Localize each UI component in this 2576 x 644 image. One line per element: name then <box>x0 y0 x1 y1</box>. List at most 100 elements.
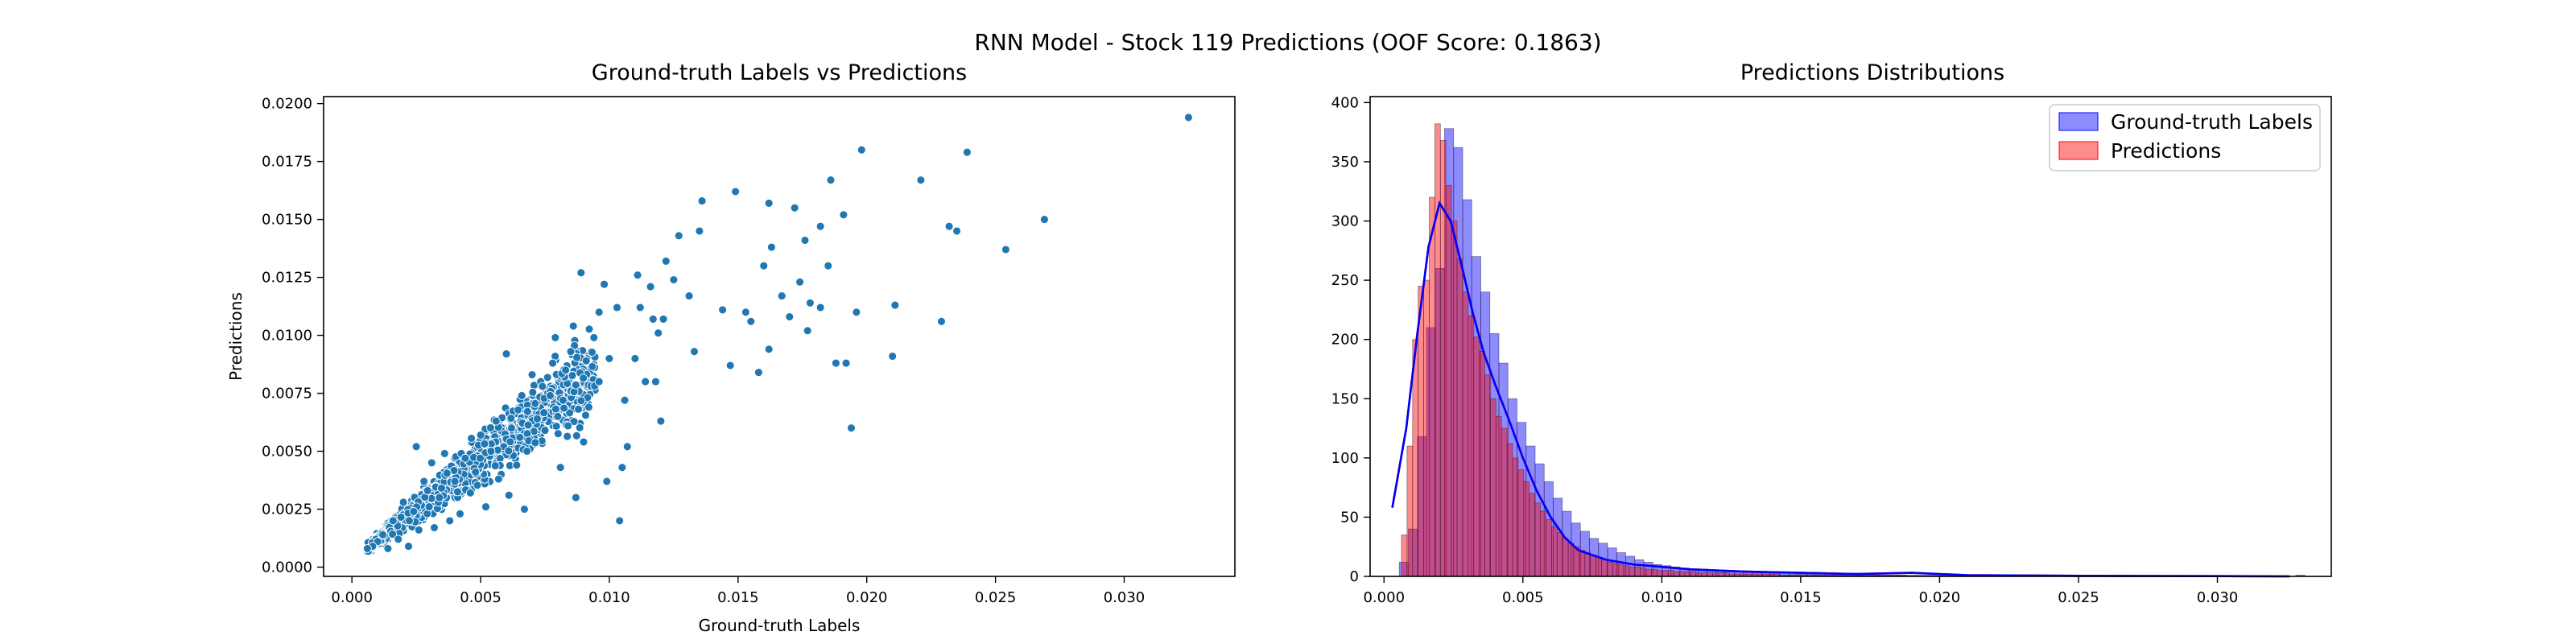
scatter-point <box>635 303 645 312</box>
scatter-point <box>440 448 449 458</box>
scatter-point <box>777 291 786 301</box>
histogram-x-axis: 0.000 0.005 0.010 0.015 0.020 0.025 0.030 <box>1363 576 2238 606</box>
scatter-point <box>481 502 490 512</box>
scatter-point <box>522 407 532 416</box>
scatter-xtick-label: 0.005 <box>460 589 502 606</box>
histogram-bar <box>1590 555 1596 577</box>
scatter-point <box>579 437 588 447</box>
scatter-point <box>785 312 795 321</box>
histogram-xtick-label: 0.000 <box>1363 589 1405 606</box>
scatter-point <box>594 377 604 386</box>
histogram-bar <box>1556 532 1563 577</box>
histogram-bar <box>1667 570 1674 577</box>
scatter-point <box>824 261 833 270</box>
scatter-point <box>569 417 579 427</box>
scatter-point <box>490 461 500 471</box>
scatter-point <box>572 431 581 440</box>
figure-suptitle: RNN Model - Stock 119 Predictions (OOF S… <box>974 29 1601 56</box>
histogram-bar <box>1445 184 1452 577</box>
legend-label-predictions: Predictions <box>2111 139 2221 163</box>
scatter-point <box>613 303 621 312</box>
scatter-point <box>398 497 408 507</box>
scatter-ytick-label: 0.0000 <box>262 559 312 576</box>
scatter-point <box>581 411 590 420</box>
histogram-bar <box>1629 566 1636 577</box>
histogram-bar <box>1468 315 1475 577</box>
histogram-bar <box>1673 571 1680 577</box>
scatter-point <box>506 437 515 447</box>
scatter-point <box>815 221 825 231</box>
scatter-point <box>697 196 707 206</box>
histogram-bar <box>1645 568 1652 577</box>
scatter-point <box>952 226 962 236</box>
scatter-point <box>460 453 470 463</box>
scatter-point <box>656 416 666 426</box>
histogram-bar <box>1662 570 1669 577</box>
scatter-point <box>430 523 439 532</box>
histogram-bar <box>1435 123 1441 577</box>
scatter-point <box>437 483 446 493</box>
scatter-point <box>766 242 776 252</box>
histogram-bar <box>1684 571 1691 577</box>
scatter-xtick-label: 0.025 <box>975 589 1017 606</box>
histogram-bar <box>1484 374 1491 577</box>
histogram-ytick-label: 350 <box>1331 154 1359 171</box>
scatter-point <box>435 493 444 502</box>
scatter-point <box>409 506 419 516</box>
scatter-point <box>530 438 540 448</box>
histogram-bar <box>1567 543 1575 577</box>
scatter-point <box>831 358 840 368</box>
scatter-point <box>888 352 898 361</box>
scatter-point <box>388 516 398 526</box>
scatter-point <box>551 332 560 342</box>
scatter-point <box>916 175 926 185</box>
scatter-point <box>527 370 537 379</box>
histogram-bar <box>1640 568 1647 577</box>
histogram-bar <box>1418 286 1424 577</box>
scatter-point <box>620 395 630 405</box>
histogram-bar <box>1623 565 1630 577</box>
scatter-xtick-label: 0.000 <box>331 589 373 606</box>
scatter-point <box>641 377 650 386</box>
histogram-bar <box>1401 535 1408 577</box>
scatter-point <box>522 429 532 439</box>
scatter-point <box>852 308 861 317</box>
scatter-point <box>890 300 900 310</box>
histogram-bar <box>1479 350 1485 577</box>
scatter-point <box>594 308 604 317</box>
histogram-ytick-label: 300 <box>1331 213 1359 230</box>
scatter-point <box>383 543 393 553</box>
scatter-xlabel: Ground-truth Labels <box>699 616 861 635</box>
scatter-point <box>690 347 699 357</box>
scatter-point <box>753 368 763 378</box>
scatter-point <box>857 145 866 155</box>
scatter-point <box>394 535 403 544</box>
scatter-point <box>465 488 475 497</box>
scatter-point <box>480 439 489 448</box>
scatter-point <box>630 353 640 363</box>
histogram-bar <box>1523 481 1530 577</box>
scatter-point <box>764 198 774 208</box>
scatter-point <box>571 380 580 390</box>
scatter-point <box>674 231 683 241</box>
scatter-point <box>718 305 728 315</box>
scatter-point <box>456 509 464 518</box>
legend-swatch-ground-truth <box>2058 112 2099 131</box>
histogram-bar <box>1456 258 1463 577</box>
scatter-point <box>504 446 514 456</box>
scatter-x-axis: 0.000 0.005 0.010 0.015 0.020 0.025 0.030 <box>331 576 1145 606</box>
scatter-point <box>684 291 694 301</box>
scatter-point <box>486 447 496 456</box>
scatter-point <box>476 430 485 440</box>
scatter-point <box>548 358 558 368</box>
scatter-point <box>839 210 848 220</box>
scatter-axes-frame <box>323 96 1236 577</box>
scatter-point <box>588 361 597 371</box>
scatter-point <box>571 493 580 502</box>
scatter-point <box>538 382 547 391</box>
histogram-ytick-label: 150 <box>1331 390 1359 407</box>
histogram-bar <box>1501 427 1508 577</box>
histogram-bar <box>1462 291 1469 577</box>
scatter-point <box>561 365 571 375</box>
